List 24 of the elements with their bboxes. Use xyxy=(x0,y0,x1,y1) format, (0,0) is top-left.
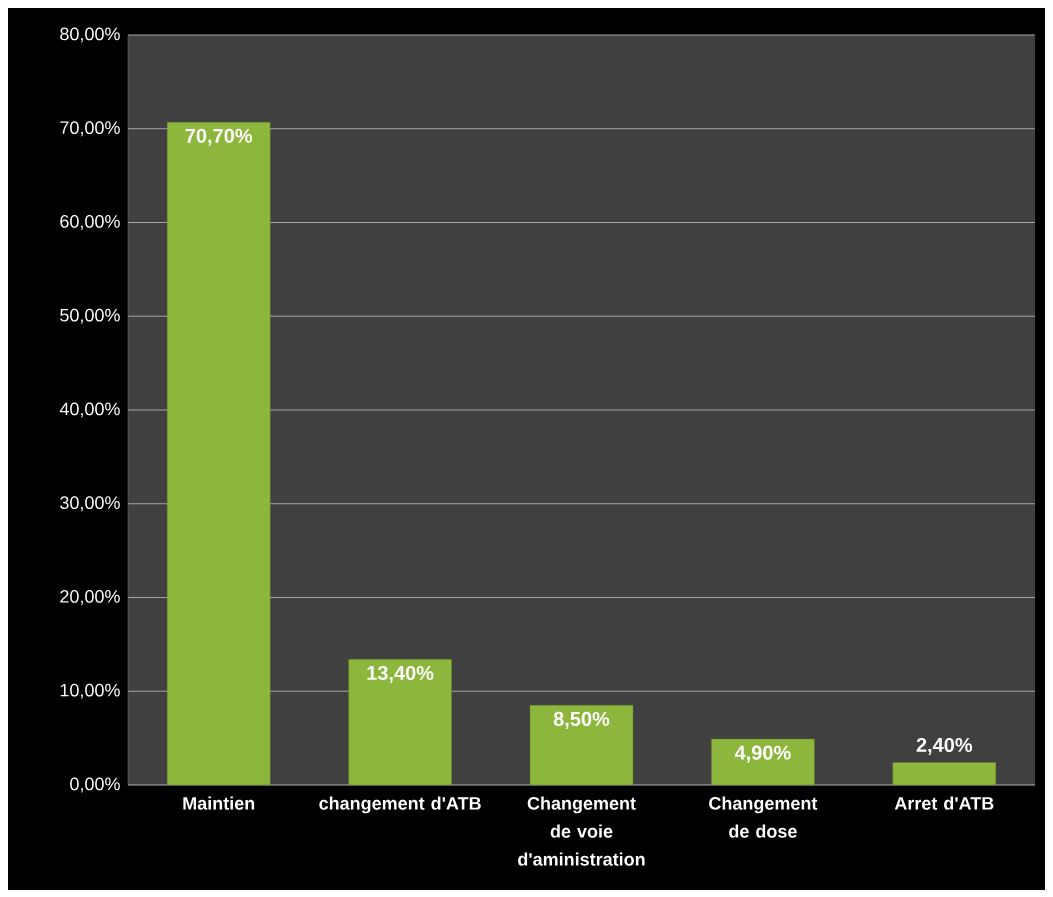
y-tick-label: 50,00% xyxy=(60,308,120,324)
x-tick-label: Maintien xyxy=(183,796,255,810)
bar xyxy=(348,659,452,786)
data-label: 70,70% xyxy=(185,128,253,146)
y-tick-label: 80,00% xyxy=(60,27,120,43)
y-tick-label: 40,00% xyxy=(59,402,120,418)
x-tick-label: Changement de dose xyxy=(709,796,818,838)
bar xyxy=(529,705,634,786)
y-tick-label: 0,00% xyxy=(70,777,120,793)
x-tick-label: Changement de voie d'aministration xyxy=(518,796,645,866)
data-label: 2,40% xyxy=(916,737,973,755)
data-label: 8,50% xyxy=(553,711,610,729)
data-label: 13,40% xyxy=(367,665,434,683)
x-tick-label: changement d'ATB xyxy=(319,796,481,814)
bar xyxy=(167,121,271,786)
bar xyxy=(711,738,815,786)
y-tick-label: 30,00% xyxy=(60,496,120,512)
y-tick-label: 10,00% xyxy=(60,683,120,699)
bar xyxy=(892,762,996,786)
data-label: 4,90% xyxy=(734,745,791,763)
y-tick-label: 60,00% xyxy=(60,215,120,230)
y-tick-label: 70,00% xyxy=(60,121,120,137)
y-tick-label: 20,00% xyxy=(60,590,120,605)
x-tick-label: Arret d'ATB xyxy=(894,796,994,810)
